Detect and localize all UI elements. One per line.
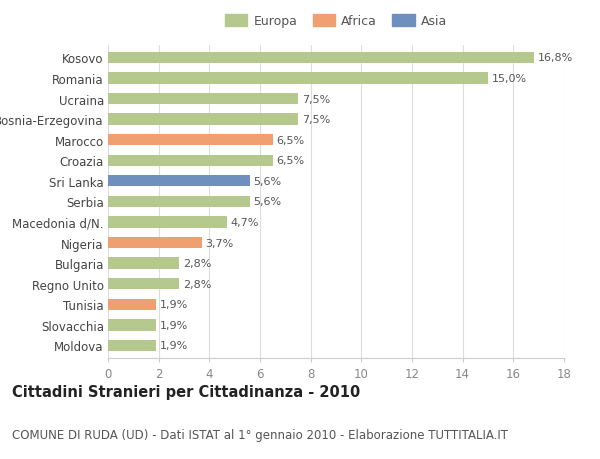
Text: 2,8%: 2,8% xyxy=(183,258,211,269)
Text: 5,6%: 5,6% xyxy=(254,176,282,186)
Bar xyxy=(108,176,250,187)
Bar xyxy=(108,340,156,351)
Bar xyxy=(108,279,179,290)
Bar xyxy=(108,319,156,331)
Bar xyxy=(108,53,533,64)
Bar xyxy=(108,217,227,228)
Text: 3,7%: 3,7% xyxy=(206,238,234,248)
Bar xyxy=(108,237,202,249)
Text: 6,5%: 6,5% xyxy=(277,156,305,166)
Text: 5,6%: 5,6% xyxy=(254,197,282,207)
Text: 1,9%: 1,9% xyxy=(160,341,188,351)
Legend: Europa, Africa, Asia: Europa, Africa, Asia xyxy=(221,11,451,32)
Text: 6,5%: 6,5% xyxy=(277,135,305,146)
Bar xyxy=(108,94,298,105)
Text: 15,0%: 15,0% xyxy=(492,74,527,84)
Bar xyxy=(108,134,272,146)
Text: 16,8%: 16,8% xyxy=(538,53,572,63)
Text: 2,8%: 2,8% xyxy=(183,279,211,289)
Text: 1,9%: 1,9% xyxy=(160,320,188,330)
Bar xyxy=(108,155,272,167)
Bar xyxy=(108,196,250,207)
Text: Cittadini Stranieri per Cittadinanza - 2010: Cittadini Stranieri per Cittadinanza - 2… xyxy=(12,384,360,399)
Bar xyxy=(108,114,298,125)
Text: COMUNE DI RUDA (UD) - Dati ISTAT al 1° gennaio 2010 - Elaborazione TUTTITALIA.IT: COMUNE DI RUDA (UD) - Dati ISTAT al 1° g… xyxy=(12,428,508,441)
Text: 1,9%: 1,9% xyxy=(160,300,188,310)
Bar xyxy=(108,73,488,84)
Text: 7,5%: 7,5% xyxy=(302,94,330,104)
Text: 7,5%: 7,5% xyxy=(302,115,330,125)
Bar xyxy=(108,299,156,310)
Bar xyxy=(108,258,179,269)
Text: 4,7%: 4,7% xyxy=(231,218,259,228)
